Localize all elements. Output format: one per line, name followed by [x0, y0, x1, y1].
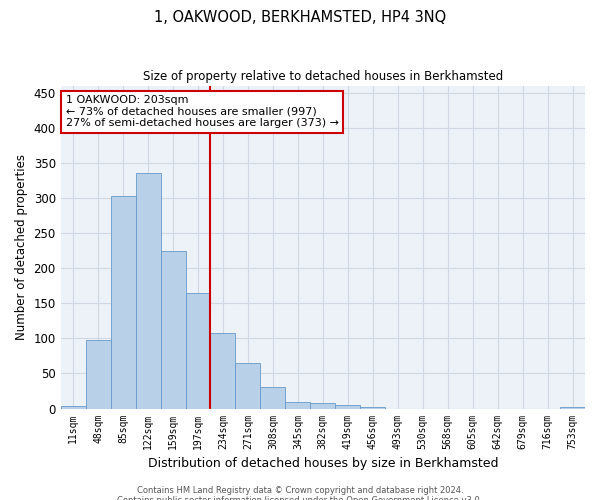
Text: 1 OAKWOOD: 203sqm
← 73% of detached houses are smaller (997)
27% of semi-detache: 1 OAKWOOD: 203sqm ← 73% of detached hous… [66, 95, 339, 128]
Bar [185, 292, 211, 408]
Bar [260, 388, 286, 408]
Bar [61, 406, 86, 408]
Y-axis label: Number of detached properties: Number of detached properties [15, 154, 28, 340]
Bar [86, 340, 110, 408]
Bar [110, 196, 136, 408]
X-axis label: Distribution of detached houses by size in Berkhamsted: Distribution of detached houses by size … [148, 457, 498, 470]
Bar [360, 407, 385, 408]
Bar [136, 174, 161, 408]
Bar [211, 332, 235, 408]
Bar [286, 402, 310, 408]
Bar [235, 363, 260, 408]
Text: 1, OAKWOOD, BERKHAMSTED, HP4 3NQ: 1, OAKWOOD, BERKHAMSTED, HP4 3NQ [154, 10, 446, 25]
Title: Size of property relative to detached houses in Berkhamsted: Size of property relative to detached ho… [143, 70, 503, 83]
Text: Contains HM Land Registry data © Crown copyright and database right 2024.: Contains HM Land Registry data © Crown c… [137, 486, 463, 495]
Bar [560, 407, 585, 408]
Bar [161, 252, 185, 408]
Bar [335, 405, 360, 408]
Text: Contains public sector information licensed under the Open Government Licence v3: Contains public sector information licen… [118, 496, 482, 500]
Bar [310, 403, 335, 408]
